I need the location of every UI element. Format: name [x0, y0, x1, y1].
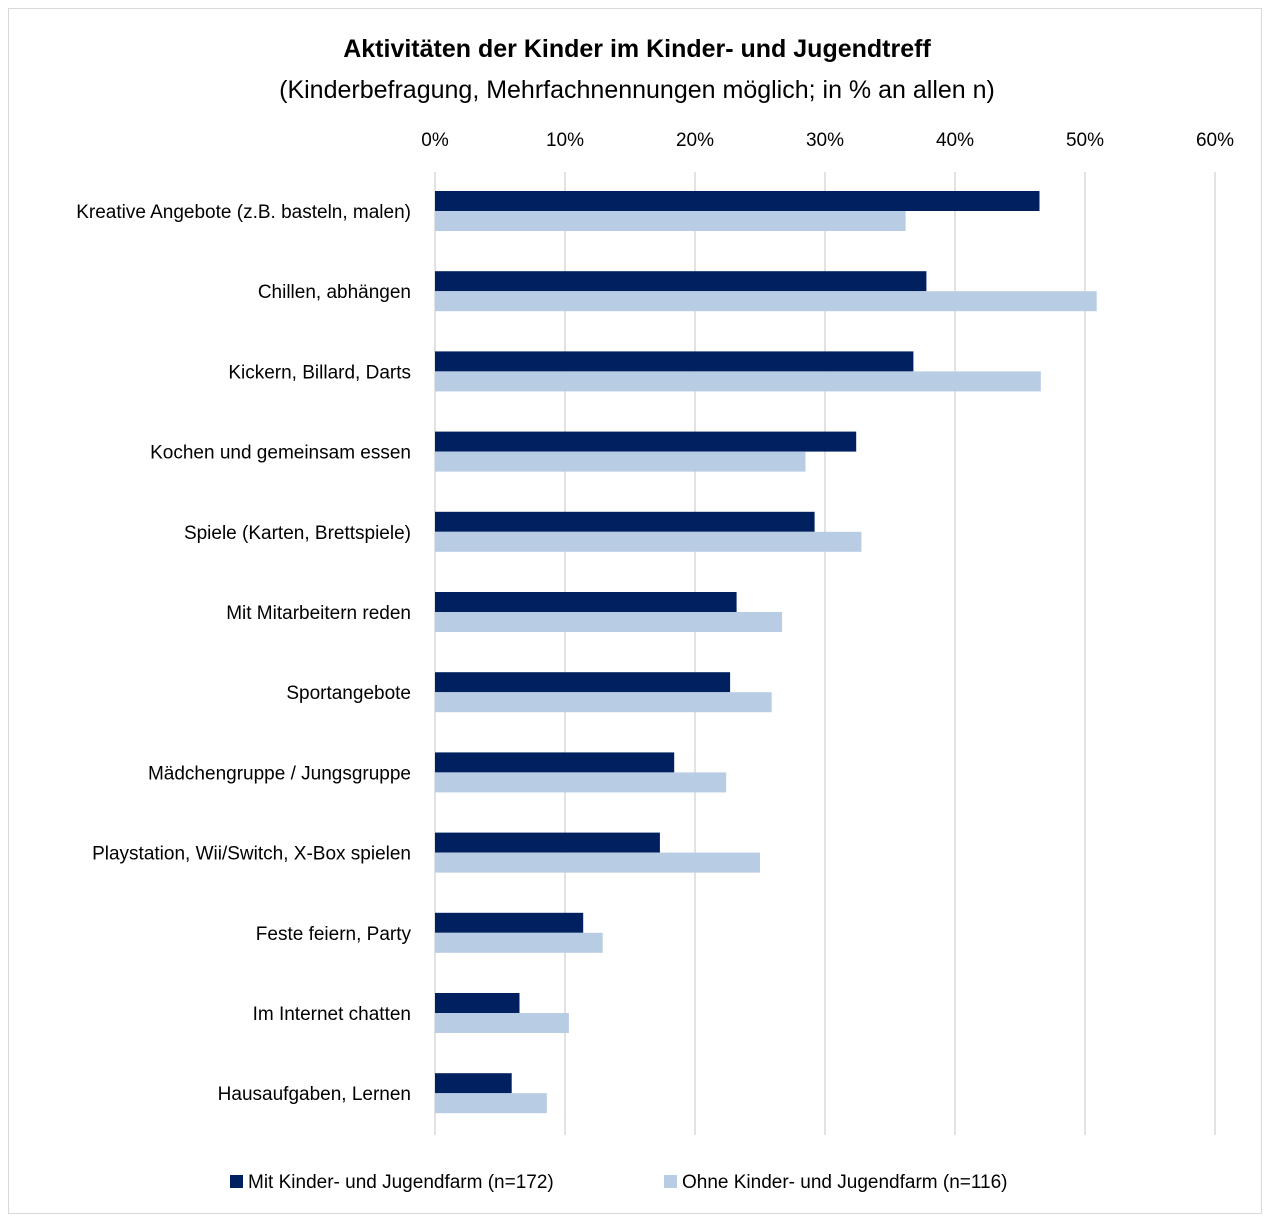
bar-ohne — [435, 612, 783, 632]
category-label: Im Internet chatten — [253, 1004, 411, 1025]
legend-label: Mit Kinder- und Jugendfarm (n=172) — [248, 1172, 554, 1193]
x-tick-label: 60% — [1196, 130, 1234, 151]
bar-mit — [435, 592, 737, 612]
chart-subtitle: (Kinderbefragung, Mehrfachnennungen mögl… — [279, 76, 995, 104]
x-tick-label: 0% — [421, 130, 449, 151]
category-label: Sportangebote — [286, 683, 411, 704]
bar-ohne — [435, 451, 806, 472]
gridlines — [434, 172, 1216, 1135]
x-tick-label: 20% — [676, 130, 714, 151]
category-label: Mädchengruppe / Jungsgruppe — [148, 763, 411, 784]
bar-ohne — [435, 692, 772, 713]
category-label: Kreative Angebote (z.B. basteln, malen) — [76, 202, 411, 223]
category-label: Kochen und gemeinsam essen — [150, 443, 411, 464]
bar-ohne — [435, 1093, 547, 1114]
bar-mit — [435, 832, 660, 853]
bar-ohne — [435, 211, 906, 231]
bar-ohne — [435, 852, 760, 873]
bar-mit — [435, 672, 731, 693]
bars — [435, 191, 1097, 1114]
legend-label: Ohne Kinder- und Jugendfarm (n=116) — [682, 1172, 1008, 1193]
category-label: Mit Mitarbeitern reden — [226, 603, 411, 624]
bar-mit — [435, 1073, 512, 1094]
category-label: Spiele (Karten, Brettspiele) — [184, 523, 411, 544]
bar-mit — [435, 511, 815, 532]
bar-ohne — [435, 1013, 569, 1033]
bar-mit — [435, 271, 927, 292]
bar-mit — [435, 351, 914, 372]
bar-mit — [435, 993, 520, 1013]
category-label: Feste feiern, Party — [256, 924, 412, 945]
x-tick-label: 30% — [806, 130, 844, 151]
bar-mit — [435, 431, 857, 452]
bar-mit — [435, 912, 584, 933]
category-label: Hausaufgaben, Lernen — [218, 1084, 411, 1105]
category-label: Playstation, Wii/Switch, X-Box spielen — [92, 844, 411, 865]
bar-ohne — [435, 932, 603, 953]
bar-mit — [435, 191, 1040, 211]
x-axis-ticks: 0% 10% 20% 30% 40% 50% 60% — [421, 130, 1234, 151]
bar-ohne — [435, 531, 862, 552]
bar-ohne — [435, 371, 1041, 392]
category-labels: Kreative Angebote (z.B. basteln, malen) C… — [76, 202, 411, 1105]
legend-swatch — [664, 1175, 677, 1188]
legend: Mit Kinder- und Jugendfarm (n=172) Ohne K… — [230, 1172, 1008, 1193]
legend-swatch — [230, 1175, 243, 1188]
bar-mit — [435, 752, 675, 773]
category-label: Chillen, abhängen — [258, 282, 411, 303]
bar-ohne — [435, 772, 727, 793]
x-tick-label: 50% — [1066, 130, 1104, 151]
x-tick-label: 10% — [546, 130, 584, 151]
category-label: Kickern, Billard, Darts — [228, 362, 411, 383]
chart-title: Aktivitäten der Kinder im Kinder- und Ju… — [343, 35, 931, 63]
bar-ohne — [435, 291, 1097, 312]
x-tick-label: 40% — [936, 130, 974, 151]
